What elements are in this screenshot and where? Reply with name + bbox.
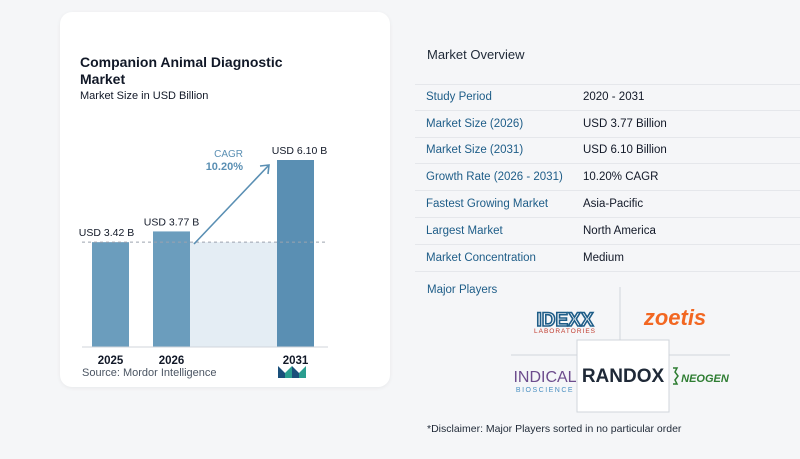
value-label: USD 3.42 B [79,227,134,239]
source-text: Source: Mordor Intelligence [82,367,217,379]
overview-key: Market Size (2026) [426,117,524,130]
growth-shade [190,242,277,347]
overview-value: USD 6.10 Billion [583,144,667,157]
randox-name: RANDOX [582,366,665,387]
cagr-label: CAGR [214,149,243,160]
idexx-logo: IDEXX LABORATORIES [534,309,596,335]
chart-subtitle: Market Size in USD Billion [80,90,209,102]
indical-sub: BIOSCIENCE [516,387,574,394]
overview-row: Largest Market North America [415,218,800,245]
overview-value: Medium [583,251,624,264]
value-label: USD 6.10 B [272,145,327,157]
zoetis-logo: zoetis [643,305,706,330]
idexx-sub: LABORATORIES [534,328,596,335]
bar-2031 [277,160,314,347]
overview-value: 2020 - 2031 [583,91,645,104]
chart-title: Companion Animal Diagnostic Market [80,54,283,87]
neogen-icon [673,367,679,385]
major-players-logos: IDEXX LABORATORIES zoetis INDICAL BIOSCI… [511,287,730,413]
major-players-title: Major Players [427,284,498,296]
cagr-value: 10.20% [206,161,244,173]
idexx-name: IDEXX [536,310,593,331]
overview-key: Market Size (2031) [426,144,524,157]
category-label: 2025 [98,355,124,367]
overview-value: USD 3.77 Billion [583,117,667,130]
overview-row: Market Concentration Medium [415,245,800,272]
neogen-name: NEOGEN [681,373,730,385]
overview-key: Fastest Growing Market [426,198,549,211]
mordor-logo-icon [278,366,306,378]
overview-row: Market Size (2026) USD 3.77 Billion [415,111,800,138]
bar-2025 [92,242,129,347]
bar-2026 [153,231,190,347]
cagr-arrow-head [259,164,270,175]
overview-row: Growth Rate (2026 - 2031) 10.20% CAGR [415,164,800,192]
overview-key: Growth Rate (2026 - 2031) [426,171,563,184]
bar-chart: USD 3.42 B USD 3.77 B USD 6.10 B 2025 2026 20… [79,145,328,367]
overview-key: Largest Market [426,224,503,237]
value-label: USD 3.77 B [144,216,199,228]
neogen-logo: NEOGEN [673,367,730,385]
cagr-arrow-line [193,164,270,245]
overview-key: Study Period [426,91,492,104]
category-label: 2031 [283,355,309,367]
overview-key: Market Concentration [426,251,536,264]
disclaimer: *Disclaimer: Major Players sorted in no … [427,423,682,435]
indical-name: INDICAL [513,369,576,386]
overview-title: Market Overview [427,47,525,62]
overview-value: North America [583,224,656,237]
overview-panel: Market Overview Study Period 2020 - 2031 M… [415,0,800,459]
chart-card: Companion Animal Diagnostic Market Marke… [60,12,390,387]
overview-table: Study Period 2020 - 2031 Market Size (2026… [415,84,800,272]
category-label: 2026 [159,355,185,367]
zoetis-name: zoetis [643,305,706,330]
overview-value: 10.20% CAGR [583,171,659,184]
randox-logo: RANDOX [582,366,665,387]
overview-value: Asia-Pacific [583,198,644,211]
overview-row: Study Period 2020 - 2031 [415,84,800,111]
overview-row: Fastest Growing Market Asia-Pacific [415,191,800,218]
indical-logo: INDICAL BIOSCIENCE [513,369,576,394]
overview-row: Market Size (2031) USD 6.10 Billion [415,138,800,165]
